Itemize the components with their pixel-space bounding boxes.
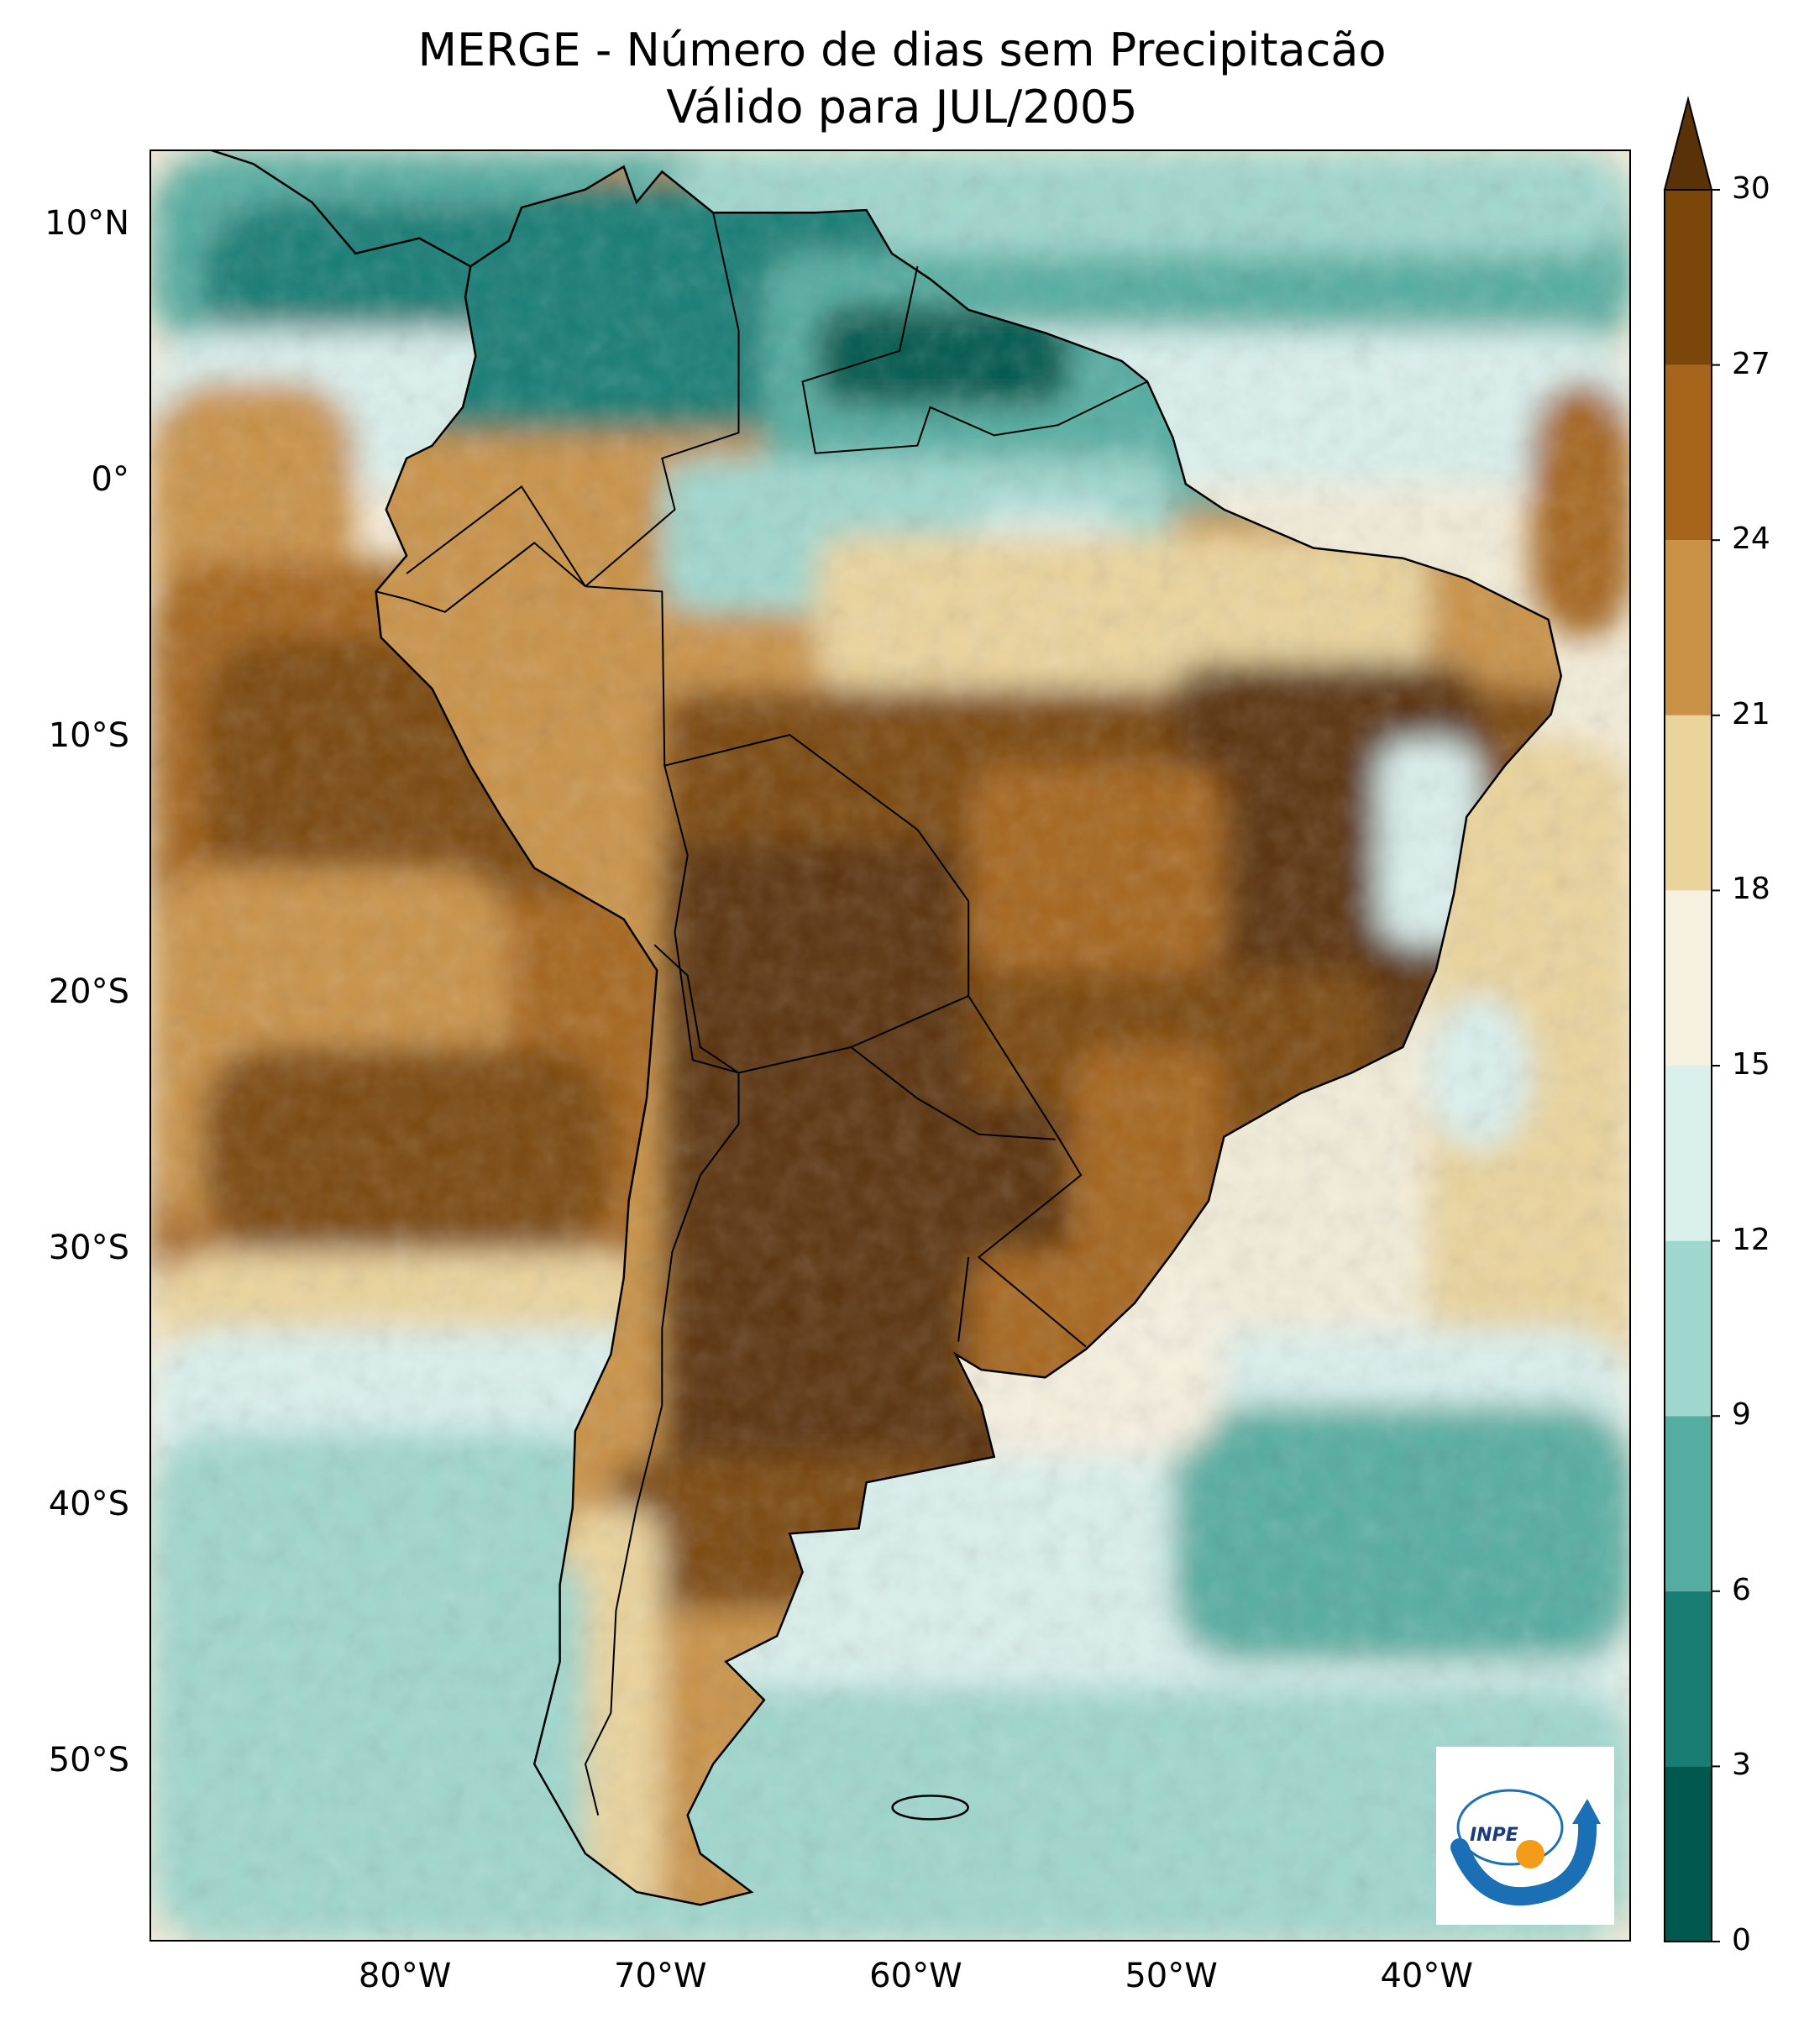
colorbar-segment [1665, 715, 1712, 891]
coastline [375, 165, 1563, 1906]
colorbar-tick-label: 12 [1732, 1222, 1770, 1257]
logo-text: INPE [1470, 1825, 1518, 1846]
country-border [406, 485, 586, 587]
colorbar-segment [1665, 1591, 1712, 1767]
inpe-logo: INPE [1436, 1747, 1614, 1925]
colorbar-tick-label: 9 [1732, 1397, 1751, 1433]
country-border [850, 1046, 1056, 1140]
colorbar [1663, 96, 1720, 1942]
country-border [585, 585, 1087, 1348]
colorbar-tick-label: 18 [1732, 872, 1770, 907]
country-border [957, 1256, 970, 1342]
lat-label-10s: 10°S [48, 716, 129, 756]
lat-label-20s: 20°S [48, 972, 129, 1012]
lat-label-30s: 30°S [48, 1228, 129, 1267]
country-border [584, 944, 740, 1816]
lon-label-70w: 70°W [614, 1957, 707, 1995]
colorbar-segment [1665, 1766, 1712, 1942]
map-canvas [151, 151, 1629, 1940]
country-border [375, 542, 586, 613]
colorbar-tick-label: 0 [1732, 1923, 1751, 1958]
lat-label-10n: 10°N [45, 204, 129, 244]
colorbar-segment [1665, 540, 1712, 715]
lon-label-60w: 60°W [869, 1957, 962, 1995]
colorbar-tick-label: 3 [1732, 1748, 1751, 1783]
colorbar-tick-label: 24 [1732, 521, 1770, 557]
coastline-central-america [210, 151, 471, 268]
country-border [801, 265, 1148, 454]
coastline-borders [210, 151, 1563, 1906]
texture-overlay [151, 151, 1629, 1940]
colorbar-segment [1665, 1416, 1712, 1591]
lat-label-50s: 50°S [48, 1740, 129, 1779]
colorbar-tick-label: 30 [1732, 171, 1770, 206]
lat-label-40s: 40°S [48, 1484, 129, 1523]
lon-label-40w: 40°W [1380, 1957, 1473, 1995]
colorbar-segment [1665, 890, 1712, 1066]
colorbar-segment [1665, 1240, 1712, 1417]
colorbar-tick-label: 6 [1732, 1572, 1751, 1607]
inpe-logo-icon: INPE [1450, 1789, 1601, 1906]
colorbar-tick-label: 21 [1732, 696, 1770, 731]
lon-label-50w: 50°W [1125, 1957, 1218, 1995]
lat-label-0: 0° [91, 460, 129, 500]
country-border [585, 212, 740, 588]
map-title: MERGE - Número de dias sem Precipitacão [417, 24, 1387, 76]
lon-label-80w: 80°W [358, 1957, 452, 1995]
colorbar-tick-label: 15 [1732, 1047, 1770, 1082]
map-subtitle: Válido para JUL/2005 [666, 81, 1138, 134]
falkland-islands [891, 1795, 969, 1821]
colorbar-tick-label: 27 [1732, 346, 1770, 381]
colorbar-segment [1665, 1066, 1712, 1241]
colorbar-segment [1665, 364, 1712, 541]
colorbar-extend-arrow [1663, 96, 1713, 191]
colorbar-segment [1665, 190, 1712, 365]
map-panel[interactable] [149, 149, 1631, 1942]
